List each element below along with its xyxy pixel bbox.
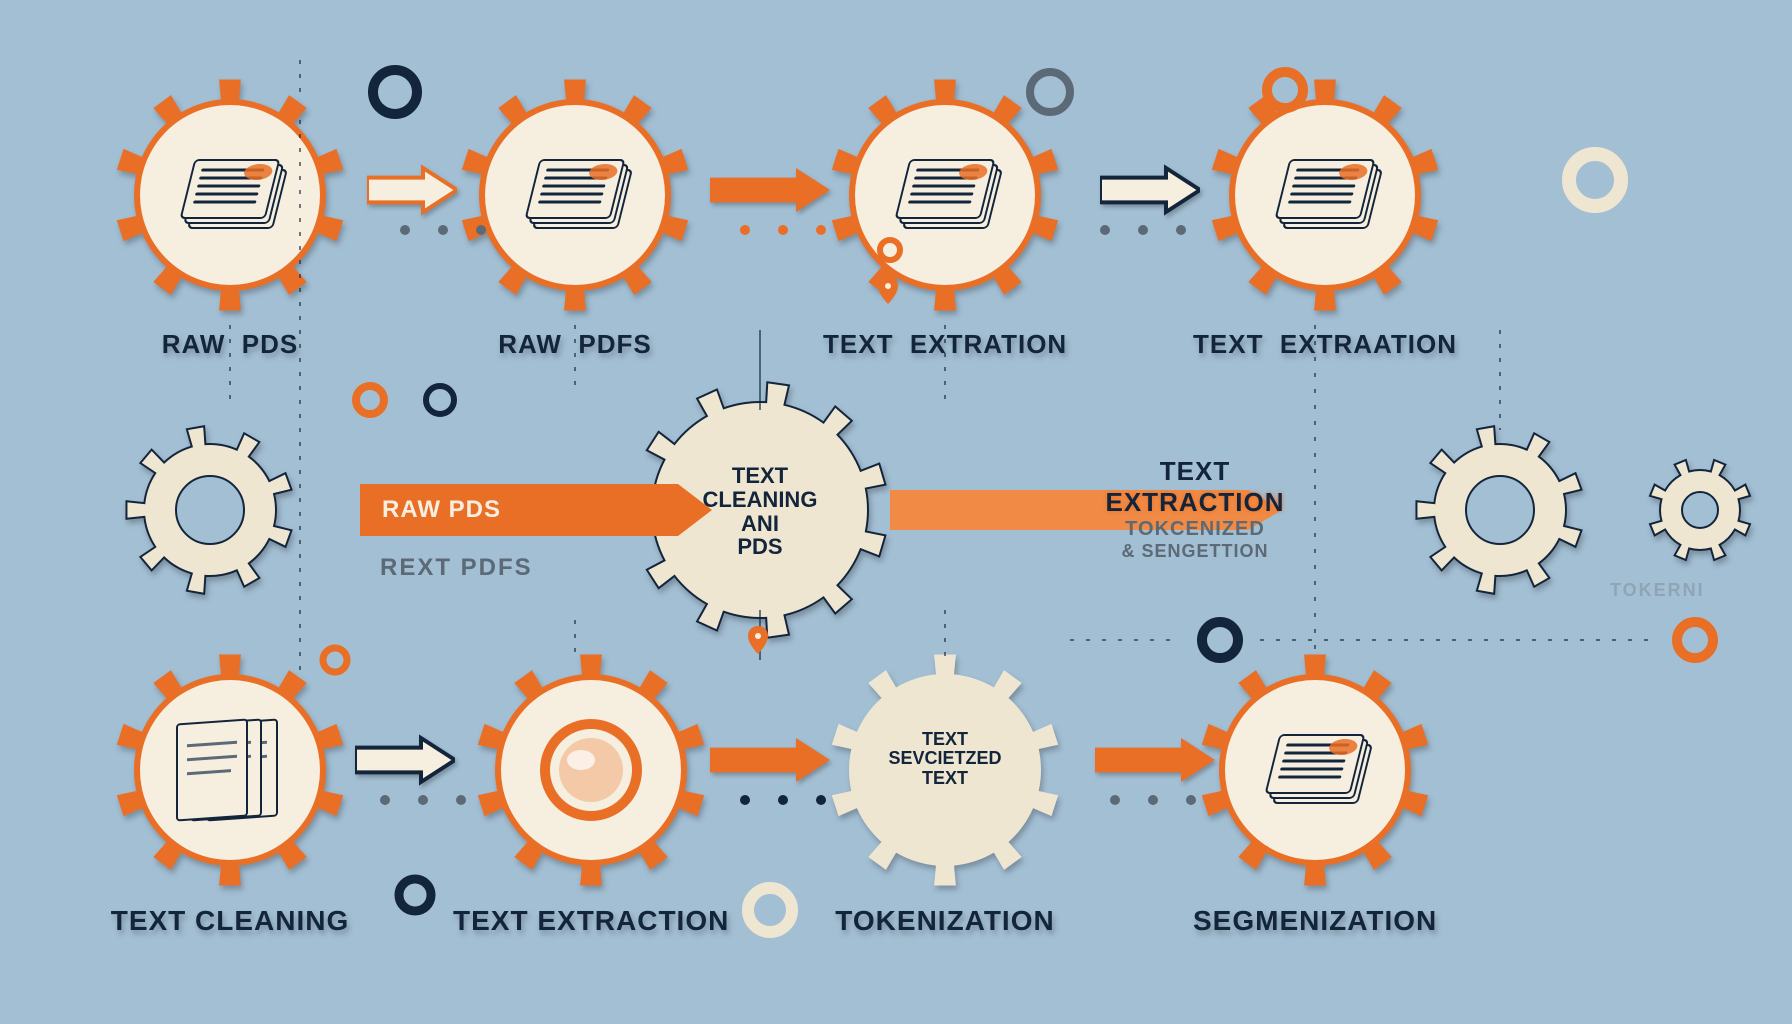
connector-line	[0, 0, 1792, 1024]
pipeline-diagram: RAW PDS RAW PDFS TEXT EXTRATION	[0, 0, 1792, 1024]
pin-icon	[878, 276, 898, 304]
pin-icon	[748, 626, 768, 654]
